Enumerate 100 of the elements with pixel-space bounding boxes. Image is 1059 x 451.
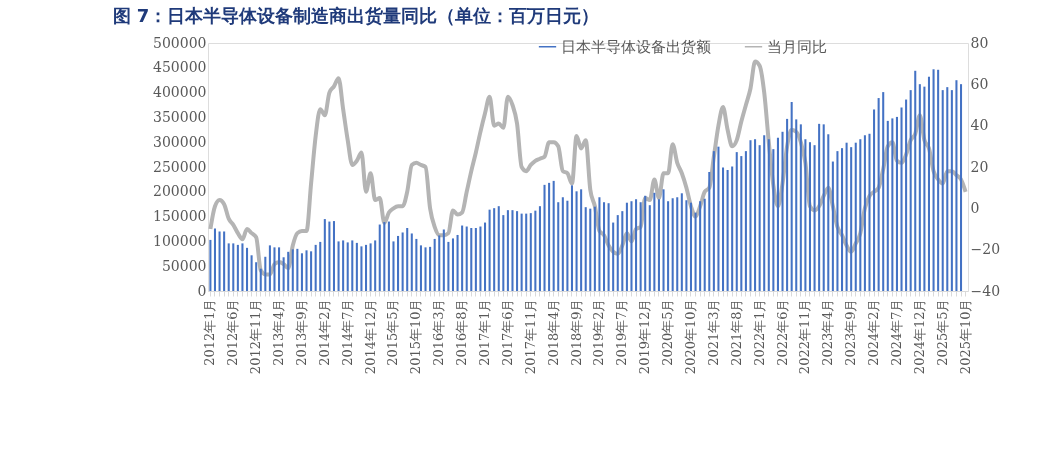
bar [712,151,715,291]
bar [575,191,578,291]
bar [397,235,400,291]
bar [410,233,413,291]
x-tick-label: 2021年8月 [728,298,744,366]
bar [328,221,331,291]
bar [854,142,857,291]
bar [932,69,935,291]
y-tick-label: 450000 [153,59,207,76]
y2-tick-label: 20 [970,158,989,175]
y-tick-label: 100000 [153,232,207,249]
bar [360,246,363,291]
bar [415,238,418,291]
x-tick-label: 2020年10月 [682,298,698,375]
bar [758,145,761,291]
bar [534,210,537,291]
x-tick-label: 2014年2月 [316,298,332,366]
bar [337,241,340,291]
bar [891,118,894,291]
y2-tick-label: 60 [970,75,989,92]
bar [401,232,404,291]
bar [699,201,702,291]
bar [506,210,509,291]
bar [703,198,706,291]
bar [383,222,386,291]
bar [557,202,560,291]
bar [818,123,821,291]
bar [355,242,358,291]
bar [520,213,523,291]
bar [781,131,784,291]
bar [905,99,908,291]
bar [845,142,848,291]
bar [479,226,482,291]
bar [937,69,940,291]
bar [543,184,546,291]
y-tick-label: 500000 [153,34,207,51]
bar [374,240,377,291]
bar [941,90,944,291]
x-tick-label: 2025年5月 [934,298,950,366]
x-tick-label: 2021年3月 [705,298,721,366]
bar [282,257,285,291]
bar [474,228,477,291]
bar [602,202,606,291]
bar [850,147,853,291]
bar [827,134,830,291]
bar [566,200,569,291]
bar [406,228,409,291]
bar [694,212,697,291]
bar [662,189,665,291]
x-tick-label: 2024年12月 [911,298,927,375]
bar [831,161,834,291]
bar [813,145,816,291]
bar [767,139,770,291]
bar [296,248,299,291]
bar [726,169,729,291]
bar [525,213,528,291]
x-tick-label: 2022年6月 [774,298,790,366]
x-tick-label: 2020年5月 [660,298,676,366]
bar [511,210,514,291]
y-tick-label: 50000 [161,257,207,274]
bar [255,262,258,291]
bar [680,193,683,291]
bar [470,228,473,291]
bar [291,249,294,291]
x-tick-label: 2014年7月 [339,298,355,366]
bar [877,98,880,291]
bar [653,192,656,291]
x-tick-label: 2025年10月 [957,298,973,375]
y2-tick-label: 40 [970,117,989,134]
x-tick-label: 2015年10月 [408,298,424,375]
bar [946,87,949,291]
bar [493,208,496,291]
bar [538,206,541,291]
bar [548,182,551,291]
bar [635,199,638,291]
bar [763,135,766,291]
x-tick-label: 2018年4月 [545,298,561,366]
bar [461,225,464,291]
x-tick-label: 2017年6月 [499,298,515,366]
x-tick-label: 2024年7月 [888,298,904,366]
x-tick-label: 2016年3月 [431,298,447,366]
bar [657,199,660,291]
bar [863,135,866,291]
bar [900,107,903,291]
bar [250,255,253,291]
bar [429,246,432,291]
x-tick-label: 2013年9月 [293,298,309,366]
bar [580,189,583,291]
x-tick-label: 2014年12月 [362,298,378,375]
x-tick-label: 2023年9月 [843,298,859,366]
bar [497,206,500,291]
y-tick-label: 300000 [153,133,207,150]
x-tick-label: 2018年9月 [568,298,584,366]
bar [223,231,226,291]
bar [232,243,235,291]
bar [744,151,747,291]
bar [209,239,212,291]
y2-tick-label: −20 [970,241,1001,258]
bar [310,251,313,291]
x-tick-label: 2023年4月 [820,298,836,366]
